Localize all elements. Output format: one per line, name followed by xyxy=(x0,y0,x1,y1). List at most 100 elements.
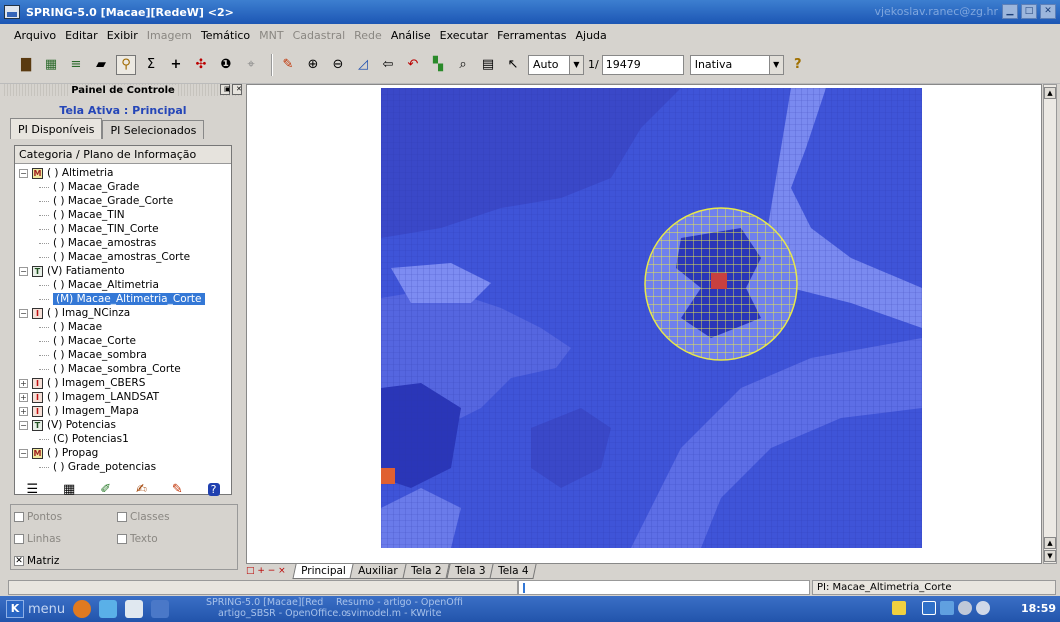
option-classes[interactable]: Classes xyxy=(117,511,170,523)
project-icon[interactable]: ▦ xyxy=(44,57,58,72)
tree-item[interactable]: ( ) Macae_amostras_Corte xyxy=(15,250,231,264)
layers-icon[interactable]: ▚ xyxy=(433,57,443,72)
menu-rede[interactable]: Rede xyxy=(354,28,382,42)
task-openoffice[interactable]: Resumo - artigo - OpenOffi xyxy=(336,598,463,608)
menu-editar[interactable]: Editar xyxy=(65,28,98,42)
help-icon[interactable]: ? xyxy=(793,57,802,72)
pan-icon[interactable]: ✣ xyxy=(195,57,207,72)
tree-category[interactable]: − I ( ) Imag_NCinza xyxy=(15,306,231,320)
tab-tela-2[interactable]: Tela 2 xyxy=(402,564,451,579)
zoom-out-icon[interactable]: ⊖ xyxy=(332,57,344,72)
checkbox[interactable]: ✕ xyxy=(14,556,24,566)
menu-ferramentas[interactable]: Ferramentas xyxy=(497,28,567,42)
menu-tematico[interactable]: Temático xyxy=(200,28,251,42)
map-canvas-area[interactable] xyxy=(246,84,1042,564)
pencil-icon[interactable]: ✎ xyxy=(171,481,183,497)
tab-pi-disponiveis[interactable]: PI Disponíveis xyxy=(10,118,103,139)
tree-item[interactable]: ( ) Grade_potencias xyxy=(15,460,231,474)
tree-category[interactable]: − M ( ) Altimetria xyxy=(15,166,231,180)
keyboard-tray-icon[interactable] xyxy=(922,601,936,615)
tree-item[interactable]: (M) Macae_Altimetria_Corte xyxy=(15,292,231,306)
tree-item[interactable]: (C) Potencias1 xyxy=(15,432,231,446)
network-tray-icon[interactable] xyxy=(940,601,954,615)
edit-icon[interactable]: ✍ xyxy=(136,481,147,497)
chevron-down-icon[interactable]: ▼ xyxy=(768,55,783,74)
menu-arquivo[interactable]: Arquivo xyxy=(14,28,57,42)
brush-icon[interactable]: ✐ xyxy=(100,481,112,497)
chevron-down-icon[interactable]: ▼ xyxy=(569,55,583,74)
tree-category[interactable]: + I ( ) Imagem_LANDSAT xyxy=(15,390,231,404)
tab-auxiliar[interactable]: Auxiliar xyxy=(349,564,407,579)
option-texto[interactable]: Texto xyxy=(117,533,158,545)
option-linhas[interactable]: Linhas xyxy=(14,533,61,545)
analysis-circle[interactable] xyxy=(644,207,798,361)
checkbox[interactable] xyxy=(14,512,24,522)
tree-item[interactable]: ( ) Macae xyxy=(15,320,231,334)
notes-tray-icon[interactable] xyxy=(892,601,906,615)
menu-cadastral[interactable]: Cadastral xyxy=(292,28,346,42)
cursor-icon[interactable]: ↖ xyxy=(507,57,519,72)
pointer-icon[interactable]: ⌖ xyxy=(247,57,255,72)
screen-icon[interactable]: ▤ xyxy=(481,57,495,72)
power-tray-icon[interactable] xyxy=(976,601,990,615)
zoom-area-icon[interactable]: ◿ xyxy=(358,57,368,72)
expand-icon[interactable]: + xyxy=(19,392,28,402)
scale-mode-select[interactable]: Auto ▼ xyxy=(528,54,584,75)
expand-icon[interactable]: + xyxy=(19,378,28,388)
menu-ajuda[interactable]: Ajuda xyxy=(575,28,607,42)
pencil-icon[interactable]: ✎ xyxy=(282,57,294,72)
task-spring[interactable]: SPRING-5.0 [Macae][Red xyxy=(206,598,323,608)
collapse-icon[interactable]: − xyxy=(19,266,28,276)
task-kwrite[interactable]: svimodel.m - KWrite xyxy=(346,609,442,619)
plus-icon[interactable]: + xyxy=(170,57,182,72)
tree-category[interactable]: + I ( ) Imagem_Mapa xyxy=(15,404,231,418)
vertical-scrollbar[interactable]: ▲ ▲ ▼ xyxy=(1043,84,1057,564)
scale-input[interactable]: 19479 xyxy=(601,54,684,75)
collapse-icon[interactable]: − xyxy=(19,448,28,458)
close-panel-button[interactable]: ✕ xyxy=(232,84,242,95)
tab-tela-4[interactable]: Tela 4 xyxy=(489,564,538,579)
stack-icon[interactable]: ≡ xyxy=(70,57,82,72)
sum-icon[interactable]: Σ xyxy=(146,57,156,72)
checkbox[interactable] xyxy=(117,534,127,544)
tree-category[interactable]: + I ( ) Imagem_CBERS xyxy=(15,376,231,390)
expand-icon[interactable]: + xyxy=(19,406,28,416)
menu-executar[interactable]: Executar xyxy=(439,28,489,42)
menu-imagem[interactable]: Imagem xyxy=(146,28,192,42)
zoom-menu-icon[interactable]: ⌕ xyxy=(459,57,467,72)
database-icon[interactable]: ▇ xyxy=(21,57,31,72)
tools-icon[interactable] xyxy=(125,600,144,618)
collapse-icon[interactable]: − xyxy=(19,420,28,430)
task-openoffice-2[interactable]: artigo_SBSR - OpenOffice.o xyxy=(218,609,347,619)
maximize-button[interactable]: □ xyxy=(1021,4,1037,19)
tree-category[interactable]: − T (V) Potencias xyxy=(15,418,231,432)
tree-item[interactable]: ( ) Macae_Grade_Corte xyxy=(15,194,231,208)
undo-icon[interactable]: ↶ xyxy=(407,57,419,72)
map-display[interactable] xyxy=(381,88,922,548)
tree-item[interactable]: ( ) Macae_Altimetria xyxy=(15,278,231,292)
tree-item[interactable]: ( ) Macae_Corte xyxy=(15,334,231,348)
float-panel-button[interactable]: ▣ xyxy=(220,84,231,95)
scroll-down-arrow[interactable]: ▼ xyxy=(1044,550,1056,562)
window-titlebar[interactable]: SPRING-5.0 [Macae][RedeW] <2> vjekoslav.… xyxy=(0,0,1060,24)
volume-tray-icon[interactable] xyxy=(958,601,972,615)
minimize-button[interactable]: ▁ xyxy=(1002,4,1018,19)
table-icon[interactable]: ▦ xyxy=(63,481,76,497)
checkbox[interactable] xyxy=(14,534,24,544)
menu-exibir[interactable]: Exibir xyxy=(106,28,138,42)
help-icon[interactable]: ? xyxy=(207,482,220,496)
option-matriz[interactable]: ✕ Matriz xyxy=(14,555,59,567)
scroll-down-arrow[interactable]: ▲ xyxy=(1044,537,1056,549)
firefox-icon[interactable] xyxy=(73,600,92,618)
option-pontos[interactable]: Pontos xyxy=(14,511,62,523)
tree-item[interactable]: ( ) Macae_TIN_Corte xyxy=(15,222,231,236)
tab-controls[interactable]: □ + − × xyxy=(246,566,286,576)
status-select[interactable]: Inativa ▼ xyxy=(689,54,784,75)
zoom-in-icon[interactable]: ⊕ xyxy=(307,57,319,72)
checkbox[interactable] xyxy=(117,512,127,522)
close-button[interactable]: ✕ xyxy=(1040,4,1056,19)
scroll-up-arrow[interactable]: ▲ xyxy=(1044,87,1056,99)
collapse-icon[interactable]: − xyxy=(19,168,28,178)
tree-item[interactable]: ( ) Macae_amostras xyxy=(15,236,231,250)
